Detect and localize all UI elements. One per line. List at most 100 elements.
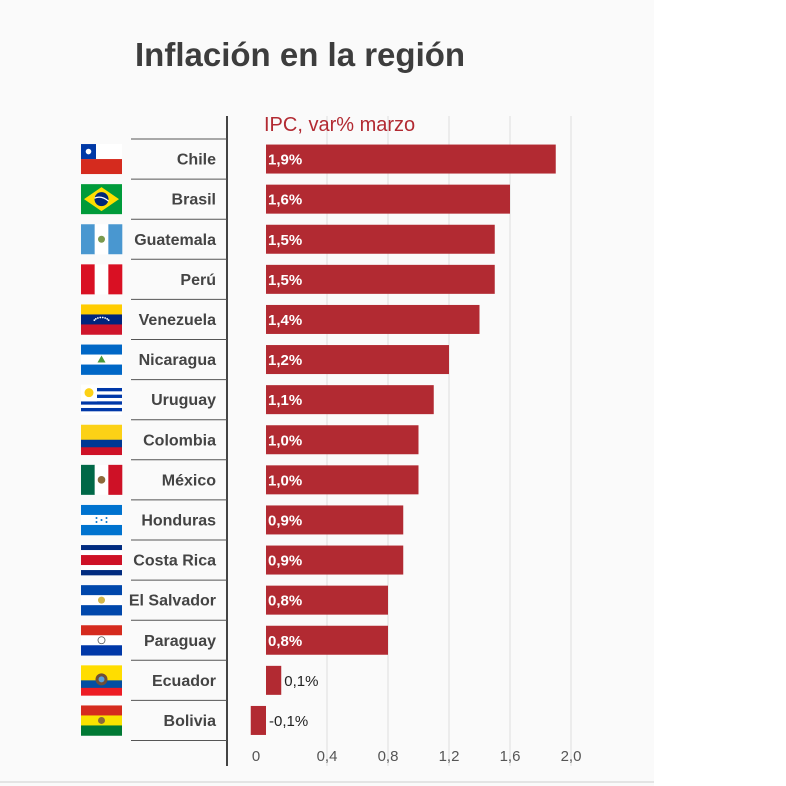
mexico-flag-icon bbox=[81, 464, 123, 495]
flag-band bbox=[94, 196, 109, 202]
x-tick-label: 0 bbox=[252, 748, 260, 765]
flag-emblem bbox=[98, 596, 105, 604]
flag-stripe bbox=[81, 605, 122, 616]
flag-stripe bbox=[81, 384, 122, 389]
flag-emblem bbox=[98, 716, 105, 724]
chart-subtitle: IPC, var% marzo bbox=[264, 114, 415, 136]
flag-stripe bbox=[81, 545, 122, 551]
flag-stripe bbox=[81, 411, 122, 415]
data-label: 1,6% bbox=[268, 192, 302, 209]
flag-emblem bbox=[97, 636, 106, 645]
bar bbox=[266, 465, 419, 495]
flag-stripe bbox=[81, 407, 122, 412]
flag-stripe bbox=[81, 585, 122, 596]
category-label: Uruguay bbox=[151, 392, 216, 409]
data-label: 1,9% bbox=[268, 152, 302, 169]
flag-emblem bbox=[84, 388, 94, 398]
flag-star bbox=[104, 317, 107, 319]
x-tick-label: 2,0 bbox=[561, 748, 582, 765]
flag-stripe bbox=[81, 447, 122, 456]
category-label: Honduras bbox=[141, 512, 216, 529]
data-label: 1,1% bbox=[268, 392, 302, 409]
flag-star bbox=[95, 516, 98, 519]
bar bbox=[250, 705, 266, 735]
flag-star bbox=[93, 319, 96, 322]
flag-star bbox=[101, 316, 104, 319]
bar bbox=[266, 585, 388, 615]
flag-stripe bbox=[81, 635, 122, 646]
flag-stripe bbox=[81, 555, 122, 566]
category-label: Costa Rica bbox=[133, 553, 216, 570]
flag-stripe bbox=[81, 625, 122, 636]
chile-flag-icon bbox=[81, 144, 122, 175]
venezuela-flag-icon bbox=[81, 304, 122, 335]
flag-stripe bbox=[81, 424, 122, 441]
flag-stripe bbox=[81, 159, 122, 175]
flag-stripe bbox=[94, 264, 109, 295]
flag-star bbox=[94, 318, 97, 320]
category-label: Ecuador bbox=[152, 673, 216, 690]
flag-stripe bbox=[81, 645, 122, 656]
flag-stripe bbox=[81, 391, 122, 395]
data-label: 1,5% bbox=[268, 272, 302, 289]
data-label: -0,1% bbox=[269, 713, 308, 730]
category-label: Nicaragua bbox=[139, 352, 216, 369]
flag-stripe bbox=[81, 304, 122, 315]
bar bbox=[266, 144, 556, 174]
costa-rica-flag-icon bbox=[81, 545, 122, 576]
brazil-flag-icon bbox=[81, 184, 122, 215]
flag-stripe bbox=[81, 725, 122, 736]
flag-emblem bbox=[97, 476, 106, 484]
bar bbox=[266, 345, 449, 375]
flag-stripe bbox=[81, 665, 122, 681]
flag-stripe bbox=[81, 524, 122, 536]
flag-stripe bbox=[81, 314, 122, 325]
uruguay-flag-icon bbox=[81, 384, 122, 415]
flag-star bbox=[100, 518, 103, 521]
peru-flag-icon bbox=[81, 264, 123, 295]
data-label: 0,9% bbox=[268, 512, 302, 529]
category-label: Bolivia bbox=[164, 713, 217, 730]
flag-stripe bbox=[108, 464, 123, 495]
data-label: 1,5% bbox=[268, 232, 302, 249]
flag-star bbox=[105, 520, 108, 523]
flag-stripe bbox=[81, 387, 122, 392]
flag-star bbox=[99, 316, 102, 319]
data-label: 0,9% bbox=[268, 553, 302, 570]
category-label: Perú bbox=[180, 272, 216, 289]
flag-stripe bbox=[81, 397, 122, 402]
flag-stripe bbox=[81, 264, 95, 295]
flag-star bbox=[85, 148, 92, 155]
flag-stripe bbox=[81, 687, 122, 696]
flag-stripe bbox=[108, 224, 123, 255]
colombia-flag-icon bbox=[81, 424, 122, 456]
category-label: México bbox=[162, 472, 216, 489]
bar bbox=[266, 545, 404, 575]
flag-stripe bbox=[81, 464, 95, 495]
flag-stripe bbox=[81, 504, 122, 516]
category-label: Venezuela bbox=[139, 312, 216, 329]
nicaragua-flag-icon bbox=[81, 344, 122, 375]
data-label: 1,4% bbox=[268, 312, 302, 329]
category-label: Brasil bbox=[172, 192, 216, 209]
flag-star bbox=[105, 516, 108, 519]
flag-stripe bbox=[81, 705, 122, 716]
flag-stripe bbox=[81, 344, 122, 355]
flag-stripe bbox=[81, 565, 122, 571]
bar bbox=[266, 665, 282, 695]
bar bbox=[266, 385, 434, 415]
data-label: 0,8% bbox=[268, 633, 302, 650]
flag-stripe bbox=[81, 401, 122, 405]
flag-stripe bbox=[81, 570, 122, 576]
data-label: 1,0% bbox=[268, 432, 302, 449]
data-label: 1,0% bbox=[268, 472, 302, 489]
data-label: 1,2% bbox=[268, 352, 302, 369]
guatemala-flag-icon bbox=[81, 224, 123, 255]
category-label: Colombia bbox=[143, 432, 216, 449]
flag-stripe bbox=[108, 264, 123, 295]
el-salvador-flag-icon bbox=[81, 585, 122, 616]
x-tick-label: 1,6 bbox=[500, 748, 521, 765]
x-tick-label: 1,2 bbox=[439, 748, 460, 765]
flag-stripe bbox=[81, 550, 122, 556]
bolivia-flag-icon bbox=[81, 705, 122, 736]
